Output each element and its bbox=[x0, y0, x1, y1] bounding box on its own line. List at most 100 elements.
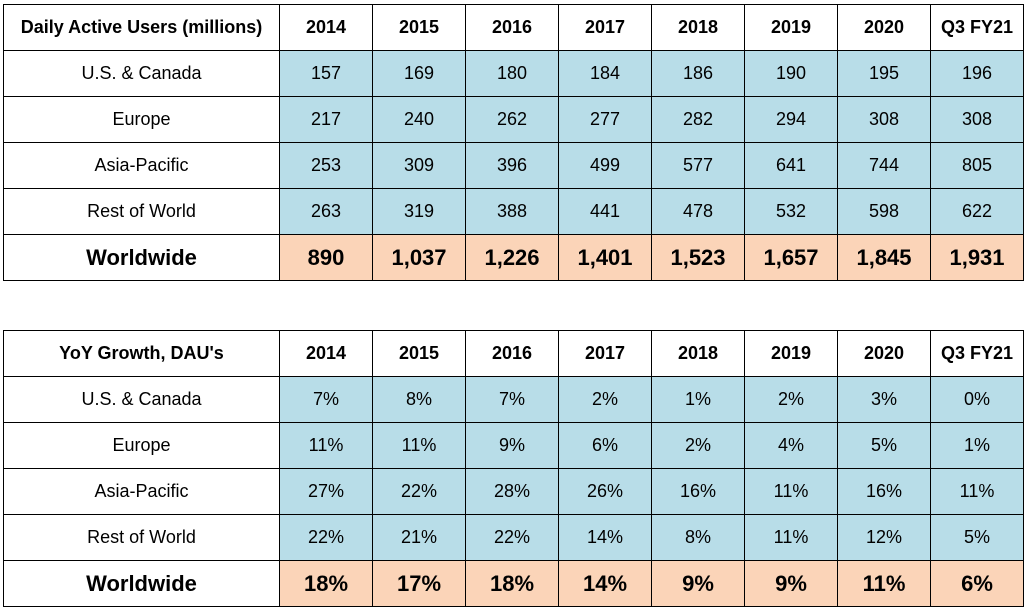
value-cell: 9% bbox=[465, 422, 559, 469]
value-cell: 262 bbox=[465, 96, 559, 143]
value-cell: 441 bbox=[558, 188, 652, 235]
value-cell: 22% bbox=[372, 468, 466, 515]
table-row: Asia-Pacific 27% 22% 28% 26% 16% 11% 16% 11% bbox=[3, 468, 1024, 515]
value-cell: 195 bbox=[837, 50, 931, 97]
value-cell: 0% bbox=[930, 376, 1024, 423]
yoy-growth-table: YoY Growth, DAU's 2014 2015 2016 2017 20… bbox=[3, 330, 1024, 607]
table-title: YoY Growth, DAU's bbox=[3, 330, 280, 377]
column-header: 2015 bbox=[372, 330, 466, 377]
value-cell: 11% bbox=[279, 422, 373, 469]
value-cell: 16% bbox=[837, 468, 931, 515]
value-cell: 7% bbox=[465, 376, 559, 423]
value-cell: 26% bbox=[558, 468, 652, 515]
row-label: U.S. & Canada bbox=[3, 50, 280, 97]
row-label: Asia-Pacific bbox=[3, 142, 280, 189]
value-cell: 12% bbox=[837, 514, 931, 561]
value-cell: 5% bbox=[837, 422, 931, 469]
value-cell: 499 bbox=[558, 142, 652, 189]
value-cell: 1% bbox=[930, 422, 1024, 469]
value-cell: 169 bbox=[372, 50, 466, 97]
column-header: 2014 bbox=[279, 4, 373, 51]
total-value-cell: 6% bbox=[930, 560, 1024, 607]
value-cell: 478 bbox=[651, 188, 745, 235]
total-value-cell: 1,037 bbox=[372, 234, 466, 281]
total-value-cell: 18% bbox=[279, 560, 373, 607]
total-value-cell: 1,226 bbox=[465, 234, 559, 281]
value-cell: 14% bbox=[558, 514, 652, 561]
value-cell: 180 bbox=[465, 50, 559, 97]
value-cell: 294 bbox=[744, 96, 838, 143]
table-title: Daily Active Users (millions) bbox=[3, 4, 280, 51]
value-cell: 196 bbox=[930, 50, 1024, 97]
value-cell: 16% bbox=[651, 468, 745, 515]
value-cell: 7% bbox=[279, 376, 373, 423]
value-cell: 11% bbox=[744, 468, 838, 515]
total-value-cell: 1,845 bbox=[837, 234, 931, 281]
value-cell: 744 bbox=[837, 142, 931, 189]
dau-table: Daily Active Users (millions) 2014 2015 … bbox=[3, 4, 1024, 281]
value-cell: 157 bbox=[279, 50, 373, 97]
total-value-cell: 1,657 bbox=[744, 234, 838, 281]
column-header: 2017 bbox=[558, 330, 652, 377]
table-row: U.S. & Canada 7% 8% 7% 2% 1% 2% 3% 0% bbox=[3, 376, 1024, 423]
row-label: Worldwide bbox=[3, 560, 280, 607]
value-cell: 308 bbox=[930, 96, 1024, 143]
value-cell: 4% bbox=[744, 422, 838, 469]
column-header: 2014 bbox=[279, 330, 373, 377]
value-cell: 27% bbox=[279, 468, 373, 515]
value-cell: 5% bbox=[930, 514, 1024, 561]
row-label: Asia-Pacific bbox=[3, 468, 280, 515]
row-label: Rest of World bbox=[3, 188, 280, 235]
header-row: YoY Growth, DAU's 2014 2015 2016 2017 20… bbox=[3, 330, 1024, 377]
table-row: Europe 217 240 262 277 282 294 308 308 bbox=[3, 96, 1024, 143]
column-header: 2019 bbox=[744, 330, 838, 377]
column-header: 2020 bbox=[837, 4, 931, 51]
column-header: 2018 bbox=[651, 330, 745, 377]
value-cell: 277 bbox=[558, 96, 652, 143]
column-header: 2019 bbox=[744, 4, 838, 51]
total-value-cell: 14% bbox=[558, 560, 652, 607]
total-value-cell: 1,523 bbox=[651, 234, 745, 281]
value-cell: 8% bbox=[651, 514, 745, 561]
total-value-cell: 1,931 bbox=[930, 234, 1024, 281]
value-cell: 282 bbox=[651, 96, 745, 143]
value-cell: 308 bbox=[837, 96, 931, 143]
header-row: Daily Active Users (millions) 2014 2015 … bbox=[3, 4, 1024, 51]
total-row: Worldwide 18% 17% 18% 14% 9% 9% 11% 6% bbox=[3, 560, 1024, 607]
total-value-cell: 9% bbox=[744, 560, 838, 607]
column-header: 2016 bbox=[465, 330, 559, 377]
value-cell: 28% bbox=[465, 468, 559, 515]
row-label: Rest of World bbox=[3, 514, 280, 561]
table-row: Europe 11% 11% 9% 6% 2% 4% 5% 1% bbox=[3, 422, 1024, 469]
value-cell: 22% bbox=[465, 514, 559, 561]
column-header: 2017 bbox=[558, 4, 652, 51]
value-cell: 11% bbox=[930, 468, 1024, 515]
column-header: Q3 FY21 bbox=[930, 330, 1024, 377]
value-cell: 22% bbox=[279, 514, 373, 561]
total-value-cell: 17% bbox=[372, 560, 466, 607]
value-cell: 622 bbox=[930, 188, 1024, 235]
value-cell: 577 bbox=[651, 142, 745, 189]
table-row: Rest of World 263 319 388 441 478 532 598 622 bbox=[3, 188, 1024, 235]
value-cell: 2% bbox=[651, 422, 745, 469]
column-header: Q3 FY21 bbox=[930, 4, 1024, 51]
value-cell: 396 bbox=[465, 142, 559, 189]
value-cell: 190 bbox=[744, 50, 838, 97]
table-row: Asia-Pacific 253 309 396 499 577 641 744 805 bbox=[3, 142, 1024, 189]
value-cell: 805 bbox=[930, 142, 1024, 189]
value-cell: 186 bbox=[651, 50, 745, 97]
value-cell: 6% bbox=[558, 422, 652, 469]
total-row: Worldwide 890 1,037 1,226 1,401 1,523 1,657 1,8… bbox=[3, 234, 1024, 281]
value-cell: 240 bbox=[372, 96, 466, 143]
row-label: U.S. & Canada bbox=[3, 376, 280, 423]
column-header: 2018 bbox=[651, 4, 745, 51]
row-label: Worldwide bbox=[3, 234, 280, 281]
value-cell: 319 bbox=[372, 188, 466, 235]
total-value-cell: 1,401 bbox=[558, 234, 652, 281]
total-value-cell: 18% bbox=[465, 560, 559, 607]
value-cell: 263 bbox=[279, 188, 373, 235]
value-cell: 598 bbox=[837, 188, 931, 235]
table-row: Rest of World 22% 21% 22% 14% 8% 11% 12% 5% bbox=[3, 514, 1024, 561]
value-cell: 1% bbox=[651, 376, 745, 423]
column-header: 2015 bbox=[372, 4, 466, 51]
